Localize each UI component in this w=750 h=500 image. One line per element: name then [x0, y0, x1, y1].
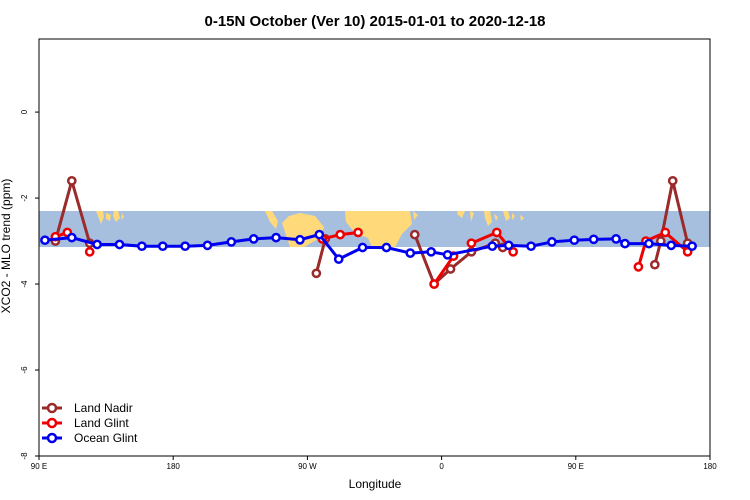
data-point [491, 227, 502, 238]
series-line [432, 255, 455, 285]
data-point [157, 241, 168, 252]
data-point [40, 235, 50, 246]
y-axis-label: XCO2 - MLO trend (ppm) [0, 179, 13, 314]
y-tick-label: -2 [20, 194, 29, 202]
data-point [620, 238, 630, 249]
data-point [202, 240, 213, 251]
plot-frame [38, 38, 711, 457]
legend-marker [46, 417, 58, 429]
legend-label: Land Nadir [74, 401, 133, 415]
data-point [409, 229, 420, 240]
data-point [271, 232, 281, 243]
land-shape [96, 211, 104, 224]
land-shape [106, 213, 111, 221]
data-point [84, 246, 95, 257]
data-point [66, 176, 77, 186]
series-land-glint [50, 227, 693, 289]
series-line [636, 230, 689, 268]
land-shape [470, 211, 474, 222]
land-shape [265, 211, 278, 229]
x-tick-label: 180 [167, 462, 181, 471]
x-tick-label: 0 [439, 462, 444, 471]
y-tick-label: -6 [20, 366, 29, 374]
data-point [660, 227, 671, 238]
x-tick-label: 180 [703, 462, 717, 471]
series-ocean-glint [40, 229, 697, 264]
chart-title: 0-15N October (Ver 10) 2015-01-01 to 202… [204, 13, 545, 30]
data-point [633, 261, 644, 272]
data-point [503, 240, 514, 251]
y-tick-label: -4 [20, 280, 29, 288]
data-point [248, 234, 259, 244]
legend-label: Ocean Glint [74, 431, 138, 445]
y-axis: 0 -2 -4 -6 -8 [20, 109, 39, 460]
legend-item: Land Glint [42, 416, 129, 430]
data-point [92, 239, 103, 250]
data-point [314, 229, 325, 240]
map-band [39, 211, 710, 247]
legend-item: Land Nadir [42, 401, 133, 415]
data-point [667, 176, 678, 186]
data-point [649, 259, 660, 270]
data-point [429, 279, 439, 289]
x-axis-label: Longitude [349, 477, 402, 491]
x-tick-label: 90 W [298, 462, 317, 471]
data-point [137, 241, 147, 252]
y-tick-label: 0 [20, 109, 29, 114]
data-point [405, 248, 416, 258]
legend-item: Ocean Glint [42, 431, 138, 445]
data-point [445, 264, 456, 274]
data-point [526, 241, 536, 252]
series-line [314, 238, 327, 274]
data-point [381, 242, 392, 253]
data-point [508, 246, 519, 257]
data-point [426, 246, 437, 257]
data-point [466, 238, 477, 249]
legend-marker [46, 402, 58, 414]
data-point [353, 227, 363, 238]
data-point [311, 268, 322, 279]
data-point [487, 241, 498, 252]
data-point [295, 234, 305, 245]
land-shape [494, 214, 498, 221]
x-tick-label: 90 E [568, 462, 584, 471]
land-shape [413, 211, 418, 220]
data-point [547, 237, 557, 247]
data-point [226, 237, 237, 247]
land-shape [113, 211, 120, 222]
data-point [666, 240, 677, 251]
land-shape [345, 211, 412, 247]
land-shape [484, 211, 492, 226]
data-point [114, 239, 125, 250]
legend-marker [46, 432, 58, 444]
data-point [66, 232, 77, 243]
data-point [333, 254, 344, 264]
data-point [335, 229, 346, 240]
land-shape [121, 213, 124, 220]
land-shape [457, 211, 465, 218]
data-point [611, 234, 621, 244]
land-shape [503, 211, 510, 221]
series-line [653, 179, 690, 266]
series-layer [40, 176, 697, 289]
data-point [357, 242, 368, 253]
legend-label: Land Glint [74, 416, 129, 430]
data-point [180, 241, 190, 252]
y-tick-label: -8 [20, 452, 29, 460]
x-tick-label: 90 E [31, 462, 47, 471]
land-shape [520, 215, 524, 221]
data-point [588, 234, 599, 245]
land-shape [512, 213, 515, 220]
x-axis: 90 E 180 90 W 0 90 E 180 [31, 456, 717, 471]
data-point [644, 238, 654, 249]
data-point [569, 235, 580, 246]
data-point [687, 241, 697, 252]
data-point [442, 249, 453, 260]
